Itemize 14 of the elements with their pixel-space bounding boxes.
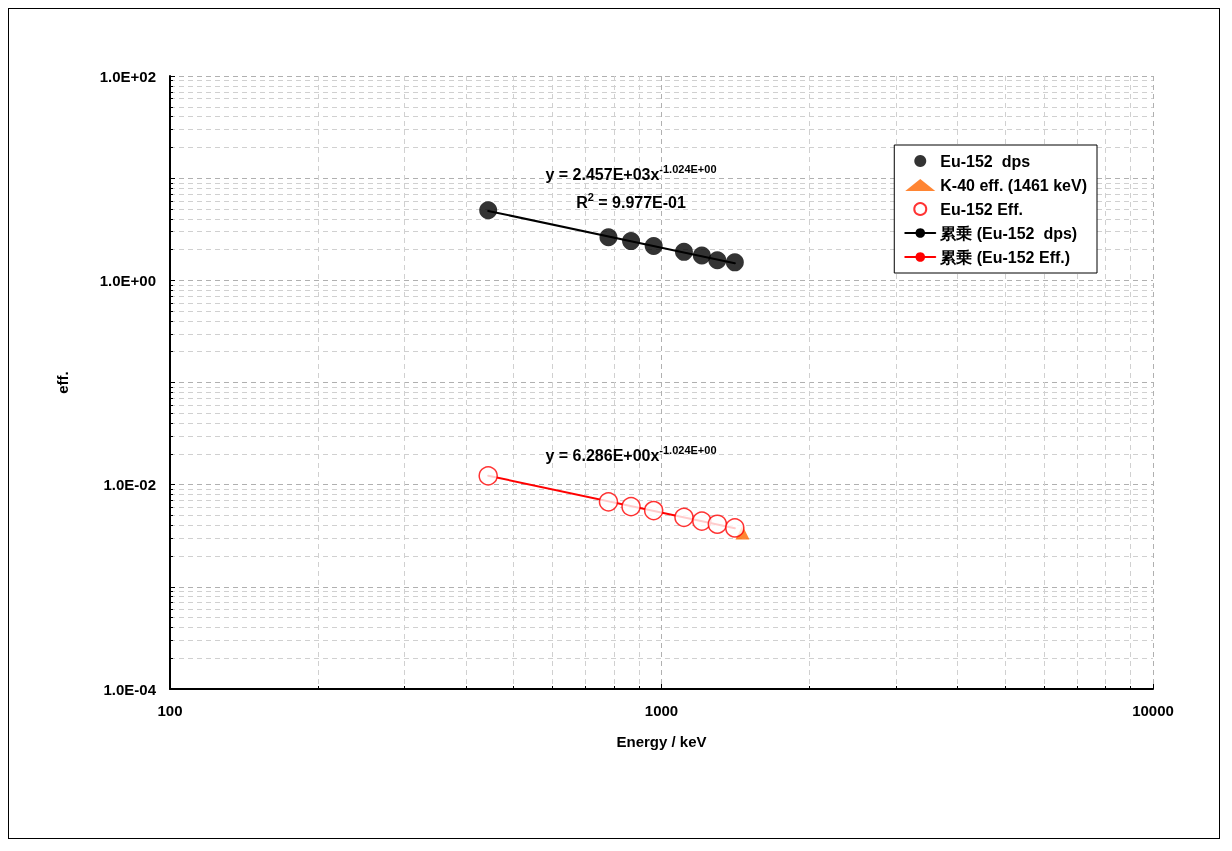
legend-label: Eu-152 dps	[940, 152, 1031, 170]
y-axis-title: eff.	[54, 371, 71, 394]
y-tick-label: 1.0E+00	[99, 271, 156, 289]
y-tick-label: 1.0E-04	[103, 680, 157, 698]
legend-label: 累乗 (Eu-152 dps)	[939, 224, 1078, 242]
y-tick-label: 1.0E-02	[103, 476, 156, 494]
x-tick-label: 1000	[644, 702, 679, 719]
x-tick-label: 10000	[1132, 702, 1174, 719]
y-tick-label: 1.0E+02	[99, 67, 156, 85]
legend-label: Eu-152 Eff.	[940, 200, 1023, 218]
x-axis-title: Energy / keV	[616, 733, 707, 750]
legend-label: K-40 eff. (1461 keV)	[940, 176, 1087, 194]
legend-label: 累乗 (Eu-152 Eff.)	[939, 248, 1071, 266]
x-tick-label: 100	[157, 702, 183, 719]
